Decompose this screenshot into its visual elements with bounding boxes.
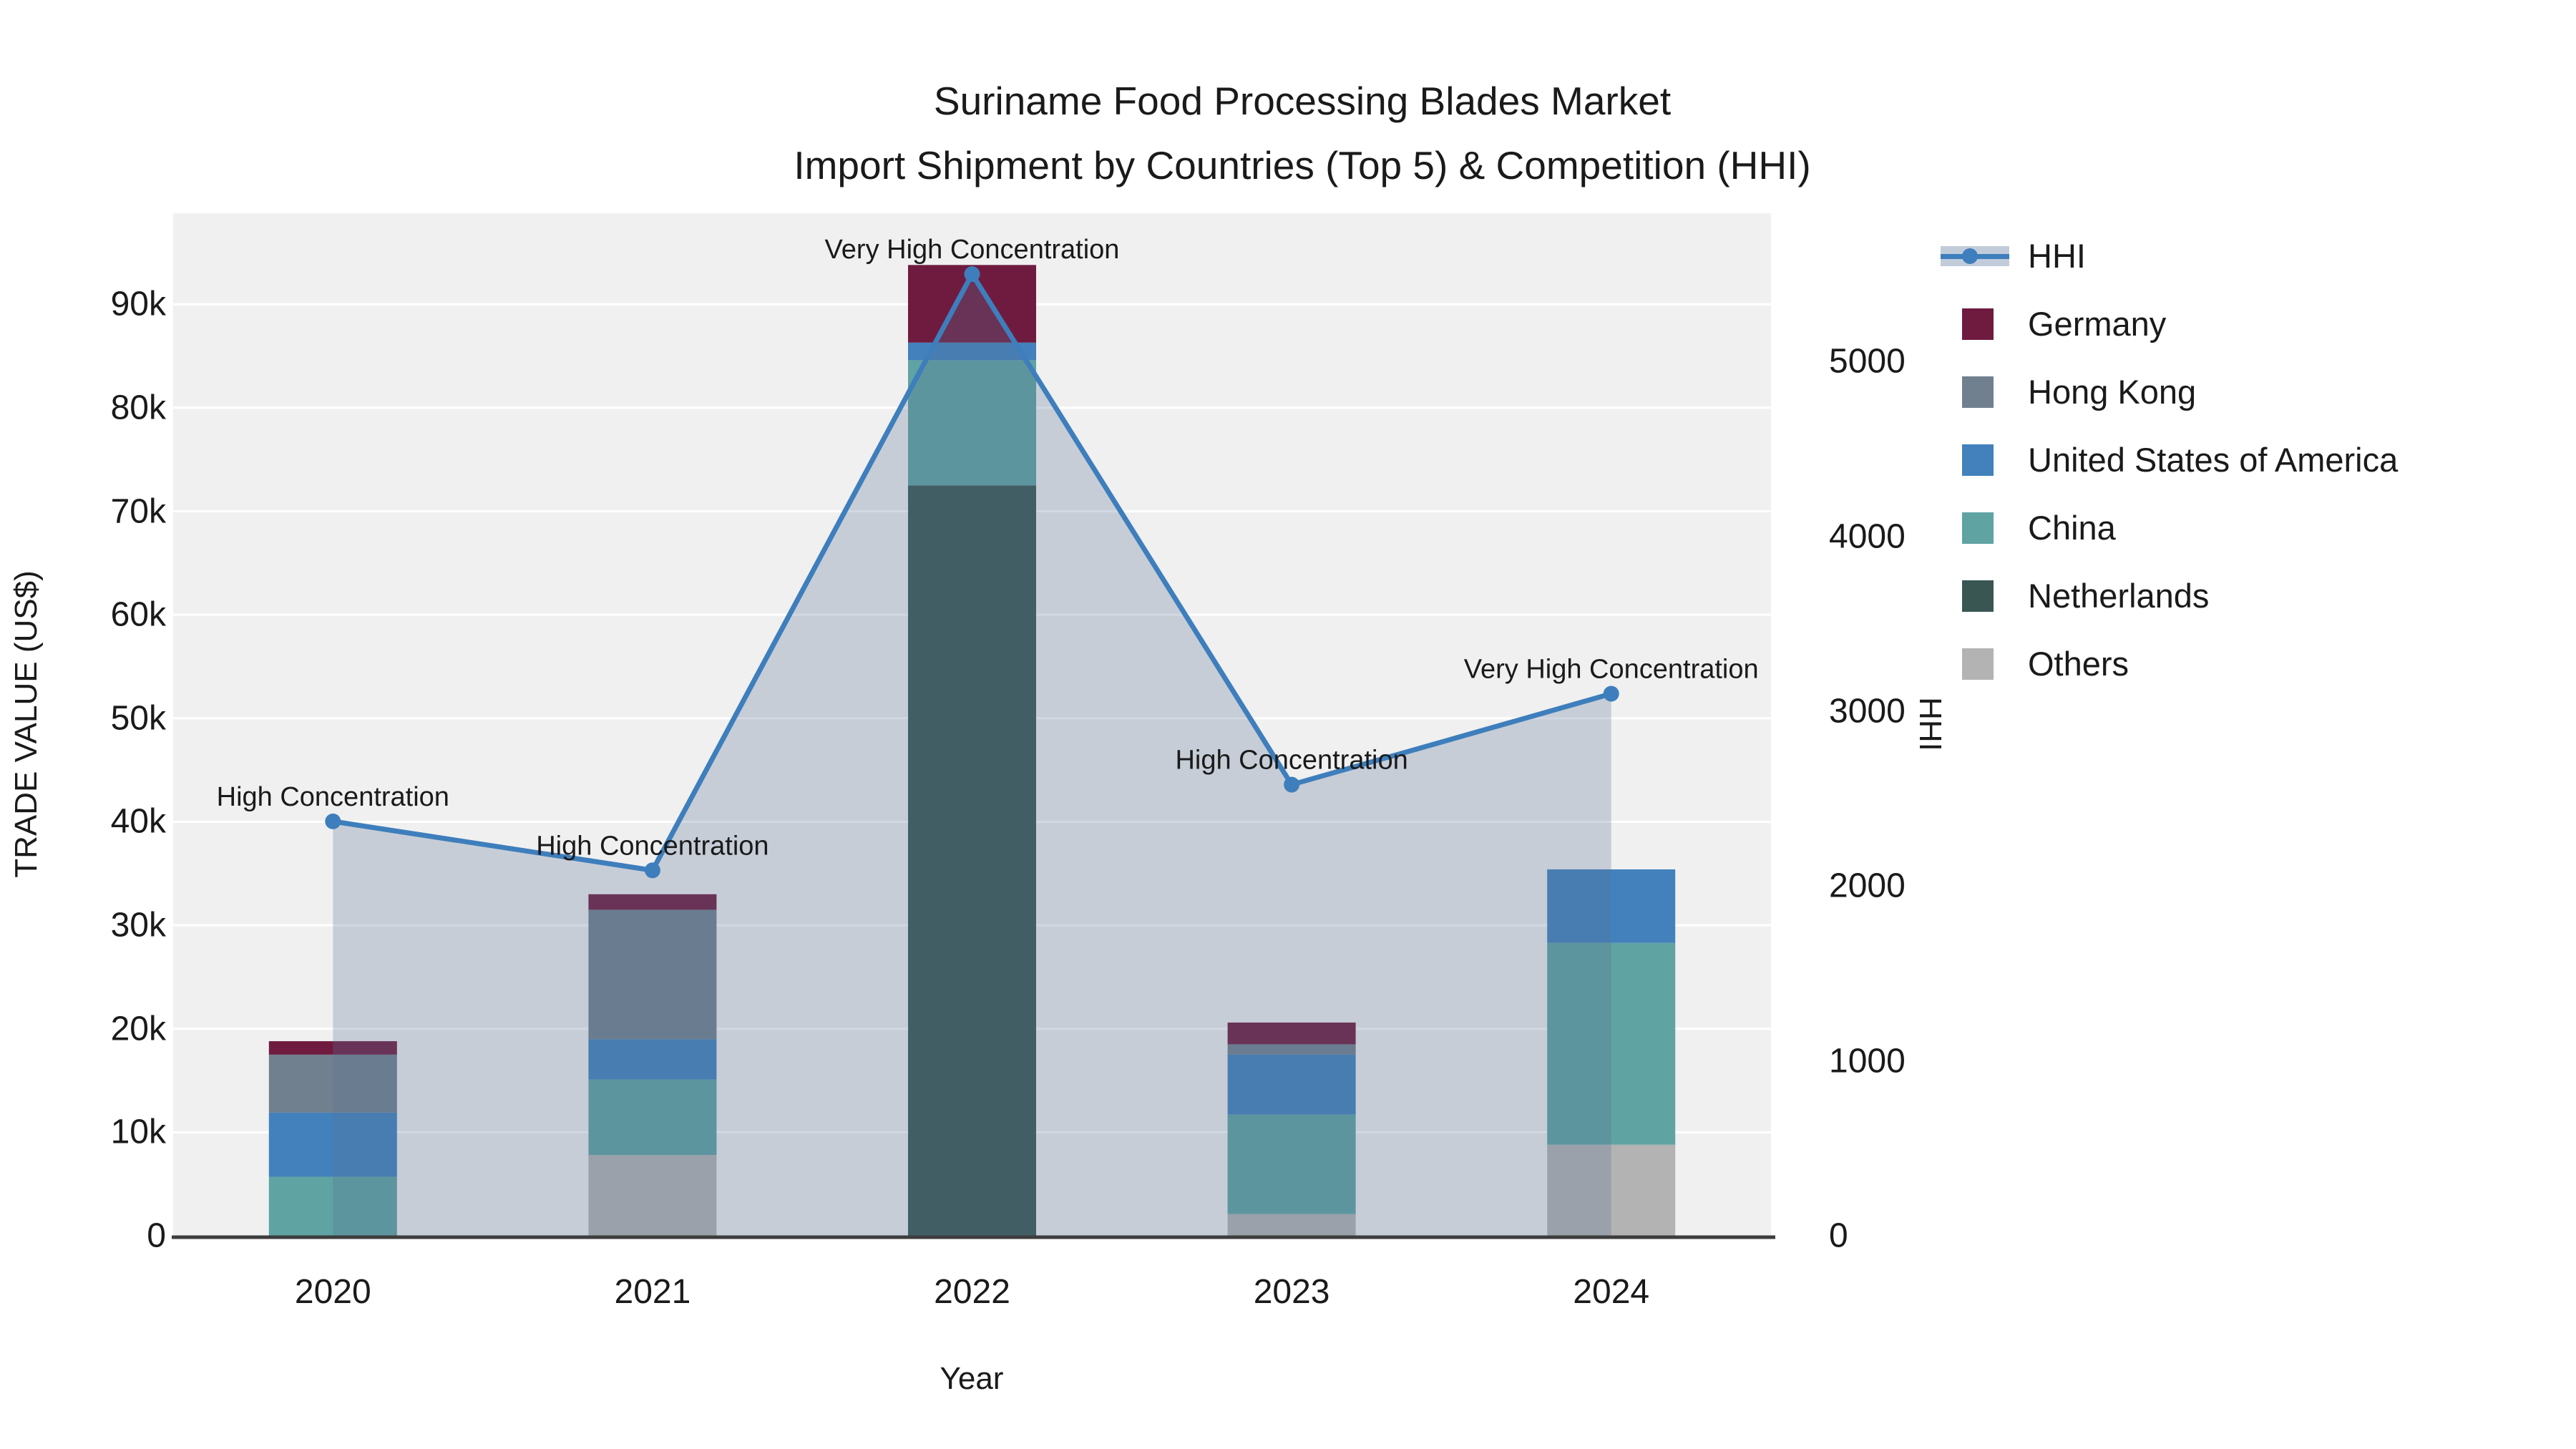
hhi-annotation-2022: Very High Concentration xyxy=(825,235,1120,265)
legend-item-others[interactable]: Others xyxy=(1962,630,2398,698)
bar-segment-2022-china[interactable] xyxy=(908,360,1036,486)
bar-segment-2021-united-states-of-america[interactable] xyxy=(588,1039,717,1080)
chart-title: Suriname Food Processing Blades Market I… xyxy=(0,69,2576,197)
hhi-line-legend-icon xyxy=(1941,245,2009,266)
x-tick-2022: 2022 xyxy=(934,1273,1010,1311)
y-left-tick: 70k xyxy=(110,492,166,531)
legend-item-hong-kong[interactable]: Hong Kong xyxy=(1962,358,2398,426)
legend-color-swatch xyxy=(1962,308,1994,340)
bar-segment-2024-united-states-of-america[interactable] xyxy=(1547,869,1676,943)
legend-label: China xyxy=(2028,509,2116,547)
legend-label: Germany xyxy=(2028,305,2167,343)
x-tick-2024: 2024 xyxy=(1573,1273,1650,1311)
hhi-point-2022[interactable] xyxy=(964,266,980,283)
chart-title-line1: Suriname Food Processing Blades Market xyxy=(933,79,1672,123)
bar-segment-2023-china[interactable] xyxy=(1227,1114,1356,1214)
legend-item-united-states-of-america[interactable]: United States of America xyxy=(1962,426,2398,494)
hhi-marker-dot xyxy=(1962,248,1978,264)
x-tick-2021: 2021 xyxy=(614,1273,691,1311)
chart-title-line2: Import Shipment by Countries (Top 5) & C… xyxy=(794,143,1811,187)
bar-segment-2020-germany[interactable] xyxy=(268,1041,397,1055)
y-left-tick: 80k xyxy=(110,389,166,427)
hhi-annotation-2021: High Concentration xyxy=(536,831,769,861)
legend-label: Hong Kong xyxy=(2028,373,2197,411)
bar-segment-2020-china[interactable] xyxy=(268,1176,397,1236)
bar-segment-2021-hong-kong[interactable] xyxy=(588,909,717,1040)
bar-segment-2022-netherlands[interactable] xyxy=(908,485,1036,1236)
bar-segment-2023-others[interactable] xyxy=(1227,1214,1356,1236)
bar-segment-2024-others[interactable] xyxy=(1547,1144,1676,1236)
x-tick-2023: 2023 xyxy=(1253,1273,1330,1311)
bar-segment-2023-hong-kong[interactable] xyxy=(1227,1044,1356,1055)
bar-segment-2020-hong-kong[interactable] xyxy=(268,1054,397,1113)
hhi-area xyxy=(333,274,1611,1236)
y-left-tick: 40k xyxy=(110,802,166,841)
y-left-tick: 10k xyxy=(110,1113,166,1151)
bar-segment-2023-germany[interactable] xyxy=(1227,1023,1356,1045)
legend-item-hhi[interactable]: HHI xyxy=(1941,222,2398,290)
y-left-tick: 30k xyxy=(110,906,166,945)
hhi-point-2023[interactable] xyxy=(1284,776,1300,793)
y-right-tick: 0 xyxy=(1829,1216,1848,1255)
hhi-point-2021[interactable] xyxy=(644,862,660,879)
x-tick-2020: 2020 xyxy=(294,1273,371,1311)
y-right-tick: 5000 xyxy=(1829,342,1906,381)
hhi-point-2020[interactable] xyxy=(325,813,341,829)
bar-segment-2024-china[interactable] xyxy=(1547,942,1676,1145)
legend-item-germany[interactable]: Germany xyxy=(1962,290,2398,358)
legend-label: United States of America xyxy=(2028,441,2399,479)
bar-segment-2023-united-states-of-america[interactable] xyxy=(1227,1054,1356,1115)
y-right-tick: 1000 xyxy=(1829,1042,1906,1080)
hhi-point-2024[interactable] xyxy=(1603,686,1619,702)
legend-color-swatch xyxy=(1962,512,1994,544)
y-left-tick: 0 xyxy=(147,1216,166,1255)
hhi-annotation-2023: High Concentration xyxy=(1175,746,1407,776)
legend-item-netherlands[interactable]: Netherlands xyxy=(1962,562,2398,630)
legend-label: Others xyxy=(2028,645,2129,683)
bar-segment-2020-united-states-of-america[interactable] xyxy=(268,1112,397,1177)
y-axis-label-right: HHI xyxy=(1913,697,1948,751)
bar-segment-2021-others[interactable] xyxy=(588,1155,717,1236)
hhi-annotation-2020: High Concentration xyxy=(217,782,449,812)
legend-item-china[interactable]: China xyxy=(1962,494,2398,562)
y-left-tick: 90k xyxy=(110,285,166,323)
y-right-tick: 3000 xyxy=(1829,692,1906,731)
y-right-tick: 2000 xyxy=(1829,867,1906,905)
legend-label: HHI xyxy=(2028,237,2086,275)
y-left-tick: 50k xyxy=(110,699,166,738)
hhi-annotation-2024: Very High Concentration xyxy=(1464,654,1759,684)
legend: HHI Germany Hong Kong United States of Amer… xyxy=(1941,222,2398,698)
legend-label: Netherlands xyxy=(2028,577,2210,615)
legend-color-swatch xyxy=(1962,444,1994,476)
y-left-tick: 60k xyxy=(110,595,166,634)
bar-segment-2021-china[interactable] xyxy=(588,1079,717,1156)
legend-color-swatch xyxy=(1962,580,1994,612)
legend-color-swatch xyxy=(1962,376,1994,408)
legend-color-swatch xyxy=(1962,648,1994,680)
y-left-tick: 20k xyxy=(110,1010,166,1048)
y-right-tick: 4000 xyxy=(1829,517,1906,556)
bar-segment-2021-germany[interactable] xyxy=(588,894,717,910)
x-axis-label: Year xyxy=(940,1361,1004,1396)
